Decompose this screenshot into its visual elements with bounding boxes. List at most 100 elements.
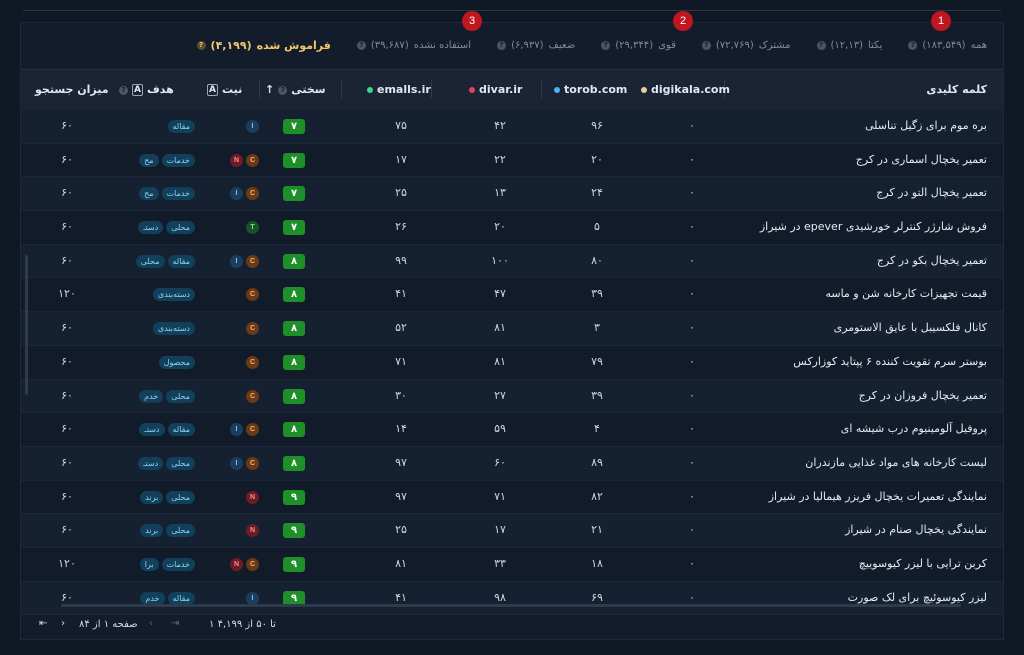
col-target[interactable]: ? A هدف xyxy=(119,70,174,110)
tab-2[interactable]: ضعیف (۶,۹۳۷)? xyxy=(497,40,575,51)
intent-badge-C: C xyxy=(246,288,259,302)
target-tag: برند xyxy=(140,490,164,504)
rank-s4-cell: ۵۲ xyxy=(395,321,407,335)
next-page-button[interactable]: ‹ xyxy=(149,618,153,629)
target-tag: محلی xyxy=(166,221,195,235)
volume-cell: ۶۰ xyxy=(61,321,73,335)
marker-3: 3 xyxy=(462,11,482,31)
rank-s3-cell: ۳۳ xyxy=(494,556,506,570)
tab-count: (۴,۱۹۹) xyxy=(210,38,252,52)
col-keyword[interactable]: کلمه کلیدی xyxy=(926,70,987,110)
tab-3[interactable]: قوی (۲۹,۳۴۴)? xyxy=(601,40,676,51)
table-row[interactable]: کانال فلکسیبل با عایق الاستومری ۰ ۳ ۸۱ ۵۲ ۸ C د… xyxy=(21,312,1003,346)
first-page-button[interactable]: ⇤ xyxy=(39,618,48,629)
info-icon: ? xyxy=(278,85,288,95)
tab-label: استفاده نشده xyxy=(413,39,472,51)
table-row[interactable]: بوستر سرم تقویت کننده ۶ پپتاید کوزارکس ۰ ۷… xyxy=(21,345,1003,380)
difficulty-badge: ۹ xyxy=(283,489,305,505)
rank-s3-cell: ۵۹ xyxy=(494,422,506,436)
target-tags: محلی دستـ xyxy=(113,221,195,235)
rank-s1-cell: ۰ xyxy=(689,119,695,132)
horizontal-scrollbar[interactable] xyxy=(61,604,961,607)
tab-label: ضعیف xyxy=(548,39,576,51)
target-tag: خدم xyxy=(140,591,165,605)
target-tag: محلی xyxy=(166,456,195,470)
table-row[interactable]: فروش شارژر کنترلر خورشیدی epever در شیرا… xyxy=(21,211,1003,245)
table-row[interactable]: بره موم برای زگیل تناسلی ۰ ۹۶ ۴۲ ۷۵ ۷ I مقاله ۶۰ xyxy=(21,110,1003,144)
col-intent[interactable]: A نیت xyxy=(207,70,242,110)
target-tag: خدمات xyxy=(161,153,195,167)
keyword-cell: تعمیر یخچال بکو در کرج xyxy=(876,253,987,267)
difficulty-badge: ۷ xyxy=(283,119,305,134)
col-site4-label: emalls.ir xyxy=(377,83,431,96)
tab-5[interactable]: یکتا (۱۲,۱۳)? xyxy=(816,40,882,51)
intent-badges: N xyxy=(203,490,259,505)
table-row[interactable]: لیزر کیوسوئیچ برای لک صورت ۰ ۶۹ ۹۸ ۴۱ ۹ I مقاله… xyxy=(21,581,1003,616)
tab-label: فراموش شده xyxy=(256,38,331,52)
target-tag: مح xyxy=(139,187,159,201)
target-icon: A xyxy=(132,84,143,96)
difficulty-badge: ۷ xyxy=(283,152,305,168)
rank-s4-cell: ۴۱ xyxy=(395,590,407,604)
table-row[interactable]: لیست کارخانه های مواد غذایی مازندران ۰ ۸۹ ۶… xyxy=(21,446,1003,481)
table-row[interactable]: قیمت تجهیزات کارخانه شن و ماسه ۰ ۳۹ ۴۷ ۴۱ ۸ C د… xyxy=(21,278,1003,313)
intent-badge-I: I xyxy=(230,423,243,437)
volume-cell: ۶۰ xyxy=(61,388,73,402)
tab-4[interactable]: مشترک (۷۲,۷۶۹)? xyxy=(701,39,791,51)
difficulty-badge: ۸ xyxy=(283,321,305,337)
intent-badge-C: C xyxy=(246,557,259,571)
col-difficulty-label: سختی xyxy=(291,83,326,96)
col-intent-label: نیت xyxy=(221,83,243,96)
col-volume[interactable]: میزان جستجو xyxy=(35,70,109,110)
intent-badge-I: I xyxy=(230,254,243,268)
rank-s1-cell: ۰ xyxy=(689,455,695,469)
col-site3[interactable]: divar.ir xyxy=(469,70,522,110)
keyword-cell: لیزر کیوسوئیچ برای لک صورت xyxy=(847,590,987,604)
target-tag: دستـ xyxy=(139,423,165,437)
tab-count: (۷۲,۷۶۹) xyxy=(715,39,754,51)
target-tags: محلی برند xyxy=(113,524,195,538)
rank-s1-cell: ۰ xyxy=(689,321,695,335)
rank-s2-cell: ۵ xyxy=(594,220,600,234)
table-row[interactable]: تعمیر یخچال التو در کرج ۰ ۲۴ ۱۳ ۲۵ ۷ C I خدمات مح… xyxy=(21,177,1003,212)
tab-count: (۶,۹۳۷) xyxy=(511,39,544,51)
table-row[interactable]: نمایندگی تعمیرات یخچال فریزر هیمالیا در … xyxy=(21,480,1003,515)
target-tags: دسته‌بندی xyxy=(113,288,195,302)
col-site2[interactable]: torob.com xyxy=(554,70,627,110)
table-row[interactable]: پروفیل آلومینیوم درب شیشه ای ۰ ۴ ۵۹ ۱۴ ۸ C I مقا… xyxy=(21,413,1003,447)
difficulty-badge: ۸ xyxy=(283,253,305,269)
intent-badge-C: C xyxy=(246,187,259,201)
vertical-scrollbar[interactable] xyxy=(25,255,28,395)
target-tag: خدمات xyxy=(161,187,195,201)
rank-s1-cell: ۰ xyxy=(689,354,695,368)
col-site1[interactable]: digikala.com xyxy=(641,70,730,110)
table-row[interactable]: تعمیر یخچال بکو در کرج ۰ ۸۰ ۱۰۰ ۹۹ ۸ C I مقاله مح… xyxy=(21,244,1003,279)
tab-label: مشترک xyxy=(758,39,791,51)
prev-page-button[interactable]: › xyxy=(61,618,65,629)
col-site4[interactable]: emalls.ir xyxy=(367,70,431,110)
tab-6[interactable]: همه (۱۸۳,۵۴۹)? xyxy=(908,40,987,51)
table-row[interactable]: تعمیر یخچال فروزان در کرج ۰ ۳۹ ۲۷ ۳۰ ۸ C محلی خد… xyxy=(21,379,1003,414)
tab-count: (۱۸۳,۵۴۹) xyxy=(922,39,966,51)
tab-label: همه xyxy=(970,39,987,51)
rank-s4-cell: ۱۷ xyxy=(395,152,407,166)
target-tags: دسته‌بندی xyxy=(113,322,195,336)
tab-1[interactable]: استفاده نشده (۳۹,۶۸۷)? xyxy=(356,39,472,51)
pagination-footer: ۱ تا ۵۰ از ۴,۱۹۹ ⇥ ‹ صفحه ۱ از ۸۴ › ⇤ xyxy=(21,613,1003,639)
table-row[interactable]: کربن ترایی با لیزر کیوسوییچ ۰ ۱۸ ۳۳ ۸۱ ۹ C N خدم… xyxy=(21,547,1003,582)
rank-s1-cell: ۰ xyxy=(689,220,695,234)
rank-s2-cell: ۱۸ xyxy=(591,556,603,570)
rank-s3-cell: ۹۸ xyxy=(494,590,506,604)
rank-s3-cell: ۲۲ xyxy=(494,152,506,166)
last-page-button[interactable]: ⇥ xyxy=(171,618,180,629)
tab-0[interactable]: فراموش شده (۴,۱۹۹)? xyxy=(196,38,331,52)
table-row[interactable]: تعمیر یخچال اسماری در کرج ۰ ۲۰ ۲۲ ۱۷ ۷ C N خدمات… xyxy=(21,143,1003,178)
table-row[interactable]: نمایندگی یخچال صنام در شیراز ۰ ۲۱ ۱۷ ۲۵ ۹ N محل… xyxy=(21,514,1003,548)
target-tags: محلی دستـ xyxy=(113,456,195,471)
tab-count: (۲۹,۳۴۴) xyxy=(615,39,654,51)
rank-s2-cell: ۳۹ xyxy=(591,388,603,402)
col-difficulty[interactable]: ↑? سختی xyxy=(265,70,326,110)
intent-badge-I: I xyxy=(230,187,243,201)
